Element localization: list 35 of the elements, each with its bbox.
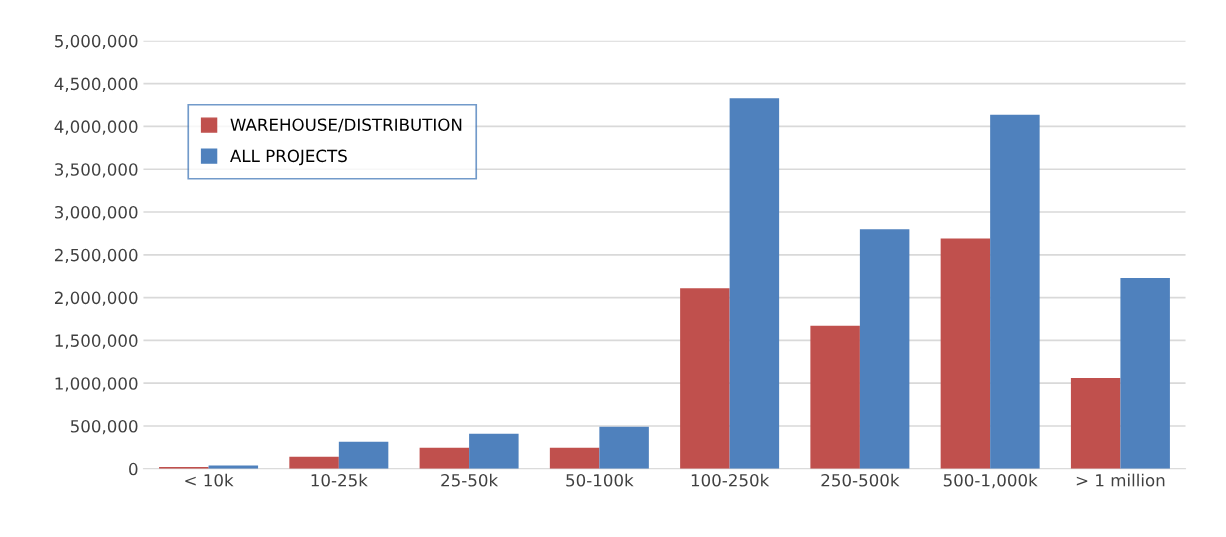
legend-label: ALL PROJECTS — [230, 149, 347, 166]
x-tick-label: 500-1,000k — [943, 473, 1038, 489]
x-tick-label: 100-250k — [691, 473, 770, 487]
bar — [1120, 277, 1170, 469]
x-tick-label: 250-500k — [821, 473, 900, 487]
bar — [990, 114, 1040, 469]
y-tick-label: 500,000 — [70, 419, 138, 435]
y-tick-label: 2,500,000 — [54, 248, 138, 264]
x-tick-label: 10-25k — [311, 473, 368, 487]
y-tick-label: 4,500,000 — [54, 77, 138, 92]
x-tick-label: > 1 million — [1076, 473, 1165, 487]
bar — [469, 433, 519, 469]
bar — [729, 98, 780, 469]
bar — [549, 447, 600, 469]
bar — [810, 325, 860, 469]
y-tick-label: 1,000,000 — [55, 377, 138, 392]
bar — [940, 238, 991, 469]
bar — [338, 441, 389, 469]
bar — [289, 456, 339, 469]
bar — [599, 426, 649, 469]
y-tick-label: 0 — [129, 462, 138, 476]
x-tick-label: 50-100k — [566, 473, 634, 487]
bar — [419, 447, 470, 469]
legend-label: WAREHOUSE/DISTRIBUTION — [230, 118, 462, 133]
x-tick-label: 25-50k — [441, 473, 499, 487]
y-tick-label: 4,000,000 — [54, 120, 138, 135]
y-tick-label: 2,000,000 — [54, 291, 138, 306]
bar — [1070, 378, 1121, 469]
y-tick-label: 3,000,000 — [55, 205, 138, 221]
y-tick-label: 5,000,000 — [55, 34, 138, 50]
bar — [680, 288, 730, 469]
bar — [859, 229, 910, 469]
y-tick-label: 1,500,000 — [55, 334, 138, 349]
x-tick-label: < 10k — [185, 473, 234, 487]
y-tick-label: 3,500,000 — [55, 163, 138, 178]
